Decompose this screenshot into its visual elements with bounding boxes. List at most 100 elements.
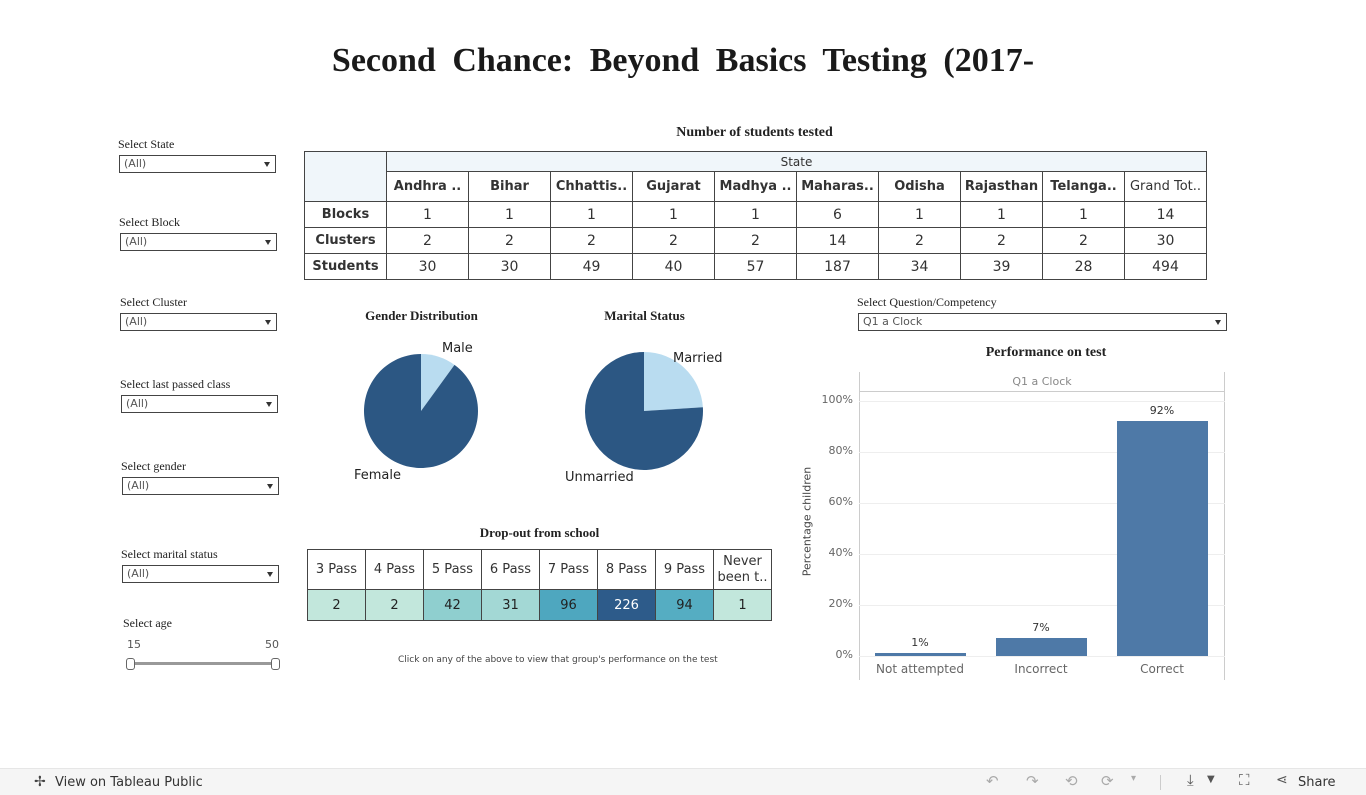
table-cell[interactable]: 6 <box>796 201 879 228</box>
dropout-column-header[interactable]: 6 Pass <box>481 549 540 590</box>
table-cell[interactable]: 1 <box>714 201 797 228</box>
class-dropdown[interactable]: (All) <box>121 395 278 413</box>
marital-slice-unmarried[interactable] <box>585 352 703 470</box>
table-cell[interactable]: 39 <box>960 253 1043 280</box>
fullscreen-icon[interactable]: ⛶ <box>1239 771 1250 789</box>
chevron-down-icon <box>265 320 271 325</box>
download-menu-chevron-icon[interactable]: ▼ <box>1207 774 1215 785</box>
dropout-value-cell[interactable]: 226 <box>597 589 656 621</box>
dropout-column-header[interactable]: 9 Pass <box>655 549 714 590</box>
x-category-label: Not attempted <box>876 662 964 676</box>
gender-slice-female[interactable] <box>364 354 478 468</box>
dropout-column-header[interactable]: 7 Pass <box>539 549 598 590</box>
bar[interactable] <box>995 638 1087 656</box>
dropout-value-cell[interactable]: 1 <box>713 589 772 621</box>
share-icon[interactable]: ⋖ <box>1276 772 1288 788</box>
dropout-column-header[interactable]: 3 Pass <box>307 549 366 590</box>
download-icon[interactable]: ⤓ <box>1187 771 1194 789</box>
state-column-header[interactable]: Madhya .. <box>714 171 797 202</box>
row-header: Students <box>304 253 387 280</box>
y-tick-label: 60% <box>828 495 853 508</box>
cluster-dropdown[interactable]: (All) <box>120 313 277 331</box>
state-column-header[interactable]: Maharas.. <box>796 171 879 202</box>
table-cell[interactable]: 2 <box>468 227 551 254</box>
view-on-tableau-link[interactable]: View on Tableau Public <box>55 775 203 790</box>
state-column-header[interactable]: Andhra .. <box>386 171 469 202</box>
table-cell[interactable]: 1 <box>960 201 1043 228</box>
table-cell[interactable]: 14 <box>1124 201 1207 228</box>
table-cell[interactable]: 1 <box>550 201 633 228</box>
table-cell[interactable]: 2 <box>550 227 633 254</box>
revert-icon[interactable]: ⟲ <box>1065 772 1078 790</box>
table-cell[interactable]: 494 <box>1124 253 1207 280</box>
marital-dropdown[interactable]: (All) <box>122 565 279 583</box>
dropout-value-cell[interactable]: 96 <box>539 589 598 621</box>
marital-slice-married[interactable] <box>644 352 703 411</box>
state-column-header[interactable]: Gujarat <box>632 171 715 202</box>
table-cell[interactable]: 34 <box>878 253 961 280</box>
table-cell[interactable]: 49 <box>550 253 633 280</box>
state-dropdown[interactable]: (All) <box>119 155 276 173</box>
y-tick-label: 0% <box>835 648 853 661</box>
marital-pie-chart[interactable] <box>582 349 708 475</box>
table-cell[interactable]: 2 <box>386 227 469 254</box>
table-cell[interactable]: 1 <box>386 201 469 228</box>
question-dropdown[interactable]: Q1 a Clock <box>858 313 1227 331</box>
marital-dropdown-value: (All) <box>127 567 150 580</box>
state-column-header[interactable]: Rajasthan <box>960 171 1043 202</box>
block-dropdown[interactable]: (All) <box>120 233 277 251</box>
marital-chart-title: Marital Status <box>604 308 685 323</box>
table-cell[interactable]: 14 <box>796 227 879 254</box>
table-cell[interactable]: 28 <box>1042 253 1125 280</box>
y-tick-label: 20% <box>828 597 853 610</box>
dropout-column-header[interactable]: 4 Pass <box>365 549 424 590</box>
redo-icon[interactable]: ↷ <box>1026 772 1039 790</box>
bar[interactable] <box>1116 421 1208 656</box>
table-cell[interactable]: 2 <box>714 227 797 254</box>
table-cell[interactable]: 2 <box>960 227 1043 254</box>
state-column-header[interactable]: Chhattis.. <box>550 171 633 202</box>
bar[interactable] <box>874 653 966 656</box>
share-button[interactable]: Share <box>1298 775 1336 790</box>
dashboard-title: Second Chance: Beyond Basics Testing (20… <box>331 42 1035 79</box>
gender-dropdown[interactable]: (All) <box>122 477 279 495</box>
table-cell[interactable]: 30 <box>1124 227 1207 254</box>
dropout-value-cell[interactable]: 42 <box>423 589 482 621</box>
dropout-value-cell[interactable]: 2 <box>365 589 424 621</box>
dropout-value-cell[interactable]: 2 <box>307 589 366 621</box>
dropout-value-cell[interactable]: 94 <box>655 589 714 621</box>
dropout-column-header[interactable]: 5 Pass <box>423 549 482 590</box>
table-cell[interactable]: 1 <box>632 201 715 228</box>
age-slider-max-handle[interactable] <box>271 658 280 670</box>
refresh-icon[interactable]: ⟳ <box>1101 772 1114 790</box>
table-cell[interactable]: 30 <box>468 253 551 280</box>
pause-menu-icon[interactable]: ▾ <box>1131 773 1137 784</box>
dropout-value-cell[interactable]: 31 <box>481 589 540 621</box>
bar-value-label: 92% <box>1149 404 1175 418</box>
row-header: Clusters <box>304 227 387 254</box>
table-cell[interactable]: 2 <box>1042 227 1125 254</box>
state-column-header[interactable]: Odisha <box>878 171 961 202</box>
state-column-header[interactable]: Grand Tot.. <box>1124 171 1207 202</box>
table-row: Students 30 30 49 40 57 187 34 39 28 494 <box>304 253 1207 280</box>
dropout-column-header[interactable]: Never been t.. <box>713 549 772 590</box>
table-cell[interactable]: 1 <box>878 201 961 228</box>
state-column-header[interactable]: Telanga.. <box>1042 171 1125 202</box>
table-cell[interactable]: 1 <box>468 201 551 228</box>
chevron-down-icon <box>264 162 270 167</box>
table-cell[interactable]: 57 <box>714 253 797 280</box>
gender-pie-chart[interactable] <box>362 352 482 472</box>
table-cell[interactable]: 1 <box>1042 201 1125 228</box>
performance-chart-frame <box>859 372 1225 680</box>
table-cell[interactable]: 2 <box>878 227 961 254</box>
age-slider-track[interactable] <box>131 662 276 665</box>
table-cell[interactable]: 2 <box>632 227 715 254</box>
dropout-column-header[interactable]: 8 Pass <box>597 549 656 590</box>
table-cell[interactable]: 40 <box>632 253 715 280</box>
age-slider-min-handle[interactable] <box>126 658 135 670</box>
gender-slice-male[interactable] <box>421 354 455 411</box>
undo-icon[interactable]: ↶ <box>986 772 999 790</box>
table-cell[interactable]: 30 <box>386 253 469 280</box>
table-cell[interactable]: 187 <box>796 253 879 280</box>
state-column-header[interactable]: Bihar <box>468 171 551 202</box>
